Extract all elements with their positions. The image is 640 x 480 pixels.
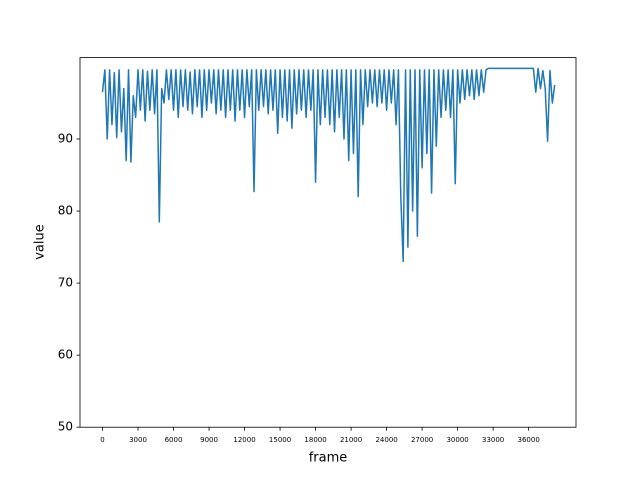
x-tick-label: 21000 — [340, 436, 362, 444]
plot-frame — [79, 57, 577, 428]
x-tick-label: 24000 — [375, 436, 397, 444]
x-tick-label: 15000 — [269, 436, 291, 444]
y-axis-label: value — [33, 224, 48, 260]
x-tick-label: 0 — [100, 436, 104, 444]
x-tick-label: 12000 — [233, 436, 255, 444]
x-tick-label: 6000 — [165, 436, 183, 444]
x-tick-label: 3000 — [129, 436, 147, 444]
y-tick-label: 60 — [58, 348, 73, 362]
y-tick-label: 70 — [58, 276, 73, 290]
x-tick-label: 27000 — [411, 436, 433, 444]
data-line — [101, 67, 556, 263]
y-tick-label: 80 — [58, 204, 73, 218]
x-tick-label: 33000 — [482, 436, 504, 444]
x-tick-label: 36000 — [518, 436, 540, 444]
x-tick-label: 18000 — [304, 436, 326, 444]
x-axis-label: frame — [309, 451, 348, 466]
x-tick-label: 30000 — [446, 436, 468, 444]
y-tick-label: 90 — [58, 132, 73, 146]
y-tick-label: 50 — [58, 420, 73, 434]
x-tick-label: 9000 — [200, 436, 218, 444]
